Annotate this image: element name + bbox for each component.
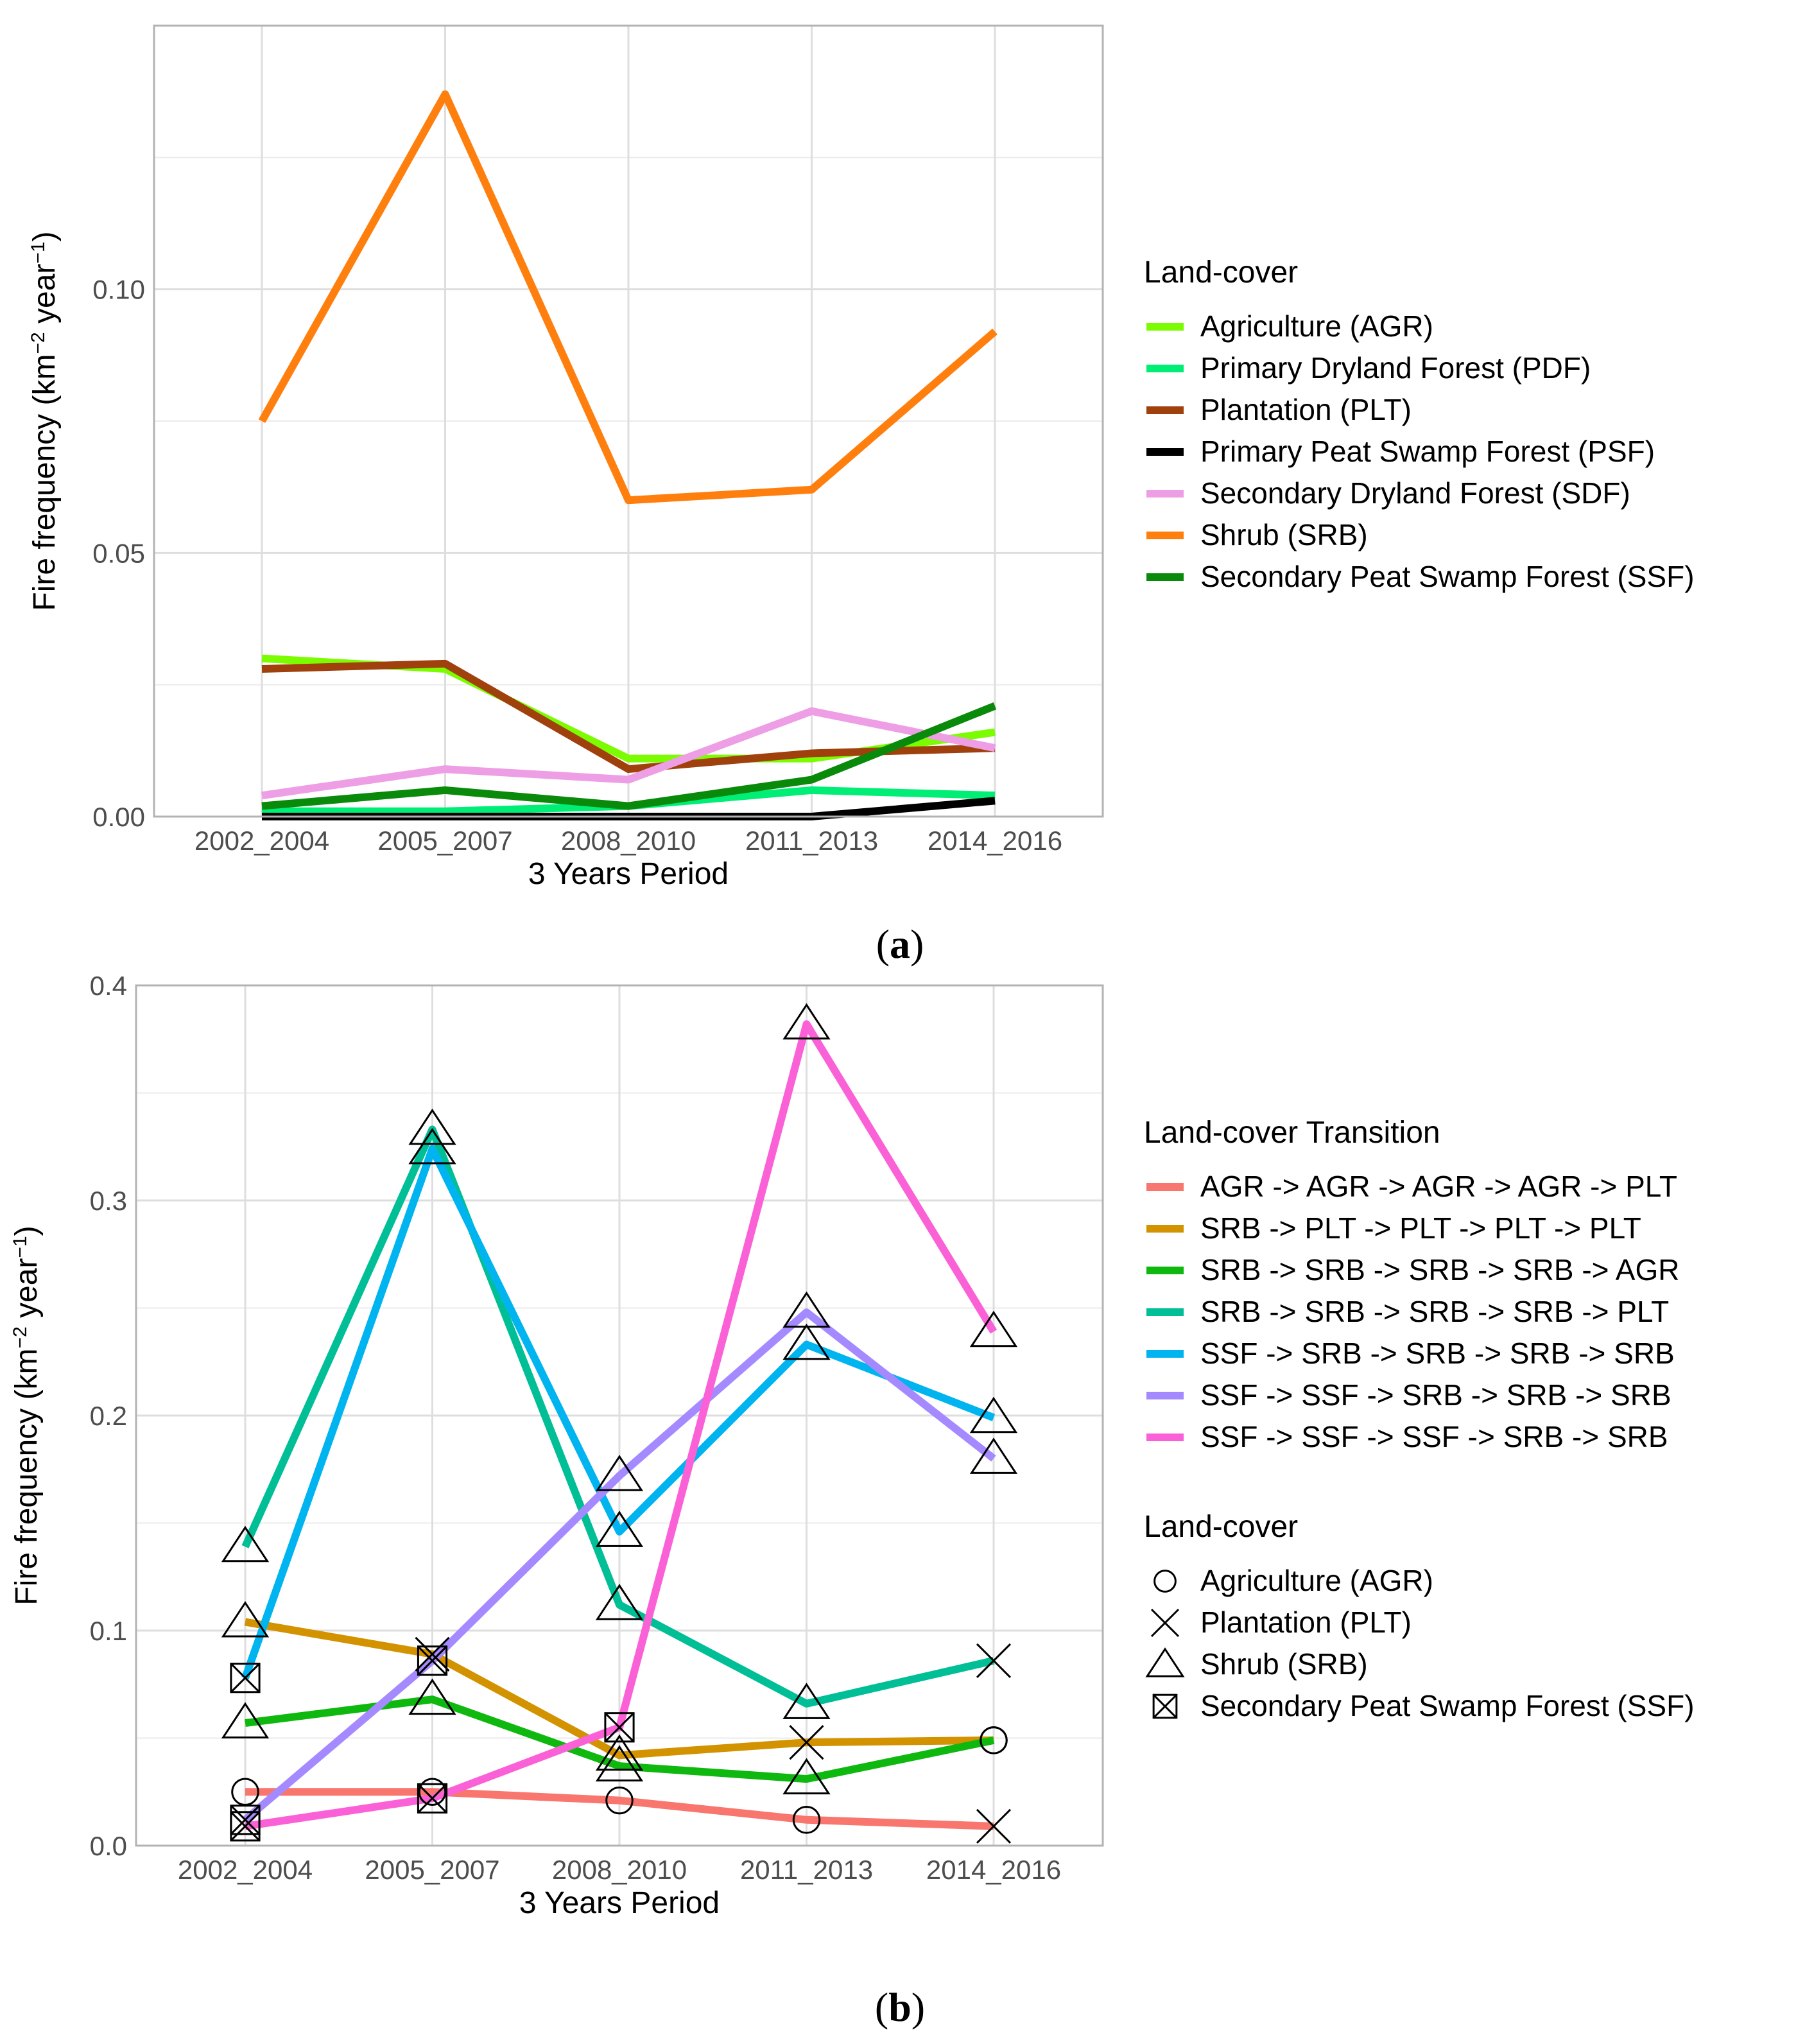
data-point [782, 1291, 831, 1328]
y-tick-label: 0.3 [90, 1186, 127, 1216]
data-point [980, 1726, 1008, 1754]
data-point [408, 1108, 456, 1145]
x-axis-title: 3 Years Period [528, 857, 729, 891]
legend-label: Agriculture (AGR) [1200, 309, 1433, 343]
data-point [595, 1584, 644, 1620]
legend-label: Primary Peat Swamp Forest (PSF) [1200, 435, 1655, 468]
legend-label: SSF -> SSF -> SSF -> SRB -> SRB [1200, 1420, 1668, 1453]
series-line [245, 1695, 995, 1783]
legend-label: Primary Dryland Forest (PDF) [1200, 351, 1591, 385]
data-point [605, 1786, 634, 1815]
x-tick-label: 2008_2010 [552, 1855, 687, 1885]
data-point [230, 1811, 261, 1842]
plot-border [153, 24, 1104, 818]
y-tick-label: 0.00 [92, 802, 145, 832]
y-tick-label: 0.05 [92, 538, 145, 568]
data-point [969, 1396, 1018, 1433]
data-point [418, 1778, 447, 1806]
series-line [241, 1125, 995, 1708]
legend-title: Land-cover Transition [1144, 1116, 1440, 1150]
legend: Land-cover Transition AGR -> AGR -> AGR -… [1144, 1116, 1679, 1453]
data-point [604, 1712, 635, 1743]
data-point [782, 1003, 831, 1040]
shape-legend-label: Shrub (SRB) [1200, 1647, 1368, 1681]
data-point [976, 1643, 1012, 1678]
legend-label: AGR -> AGR -> AGR -> AGR -> PLT [1200, 1170, 1677, 1203]
x-tick-label: 2008_2010 [561, 826, 696, 856]
panel-b-chart: 0.0 0.1 0.2 0.3 0.4 2002_2004 2005_2007 2008_20… [10, 971, 1695, 2030]
x-tick-label: 2014_2016 [926, 1855, 1061, 1885]
data-point [782, 1758, 831, 1795]
shape-legend-title: Land-cover [1144, 1510, 1298, 1544]
x-tick-label: 2005_2007 [365, 1855, 499, 1885]
y-tick-label: 0.4 [90, 971, 127, 1001]
legend-label: SRB -> PLT -> PLT -> PLT -> PLT [1200, 1211, 1641, 1245]
legend-shape-key [1153, 1570, 1177, 1593]
data-point [221, 1600, 270, 1638]
y-tick-label: 0.10 [92, 275, 145, 305]
data-point [415, 1636, 450, 1672]
panel-caption: (b) [875, 1984, 925, 2030]
legend-label: Shrub (SRB) [1200, 518, 1368, 551]
legend-shape-key [1150, 1608, 1180, 1638]
data-point [969, 1437, 1018, 1474]
series-line [244, 1618, 994, 1760]
data-point [230, 1663, 261, 1693]
y-tick-label: 0.1 [90, 1616, 127, 1646]
legend-label: SRB -> SRB -> SRB -> SRB -> PLT [1200, 1295, 1669, 1328]
y-axis-title: Fire frequency (km−2 year−1) [28, 231, 62, 611]
legend-label: SRB -> SRB -> SRB -> SRB -> AGR [1200, 1253, 1679, 1286]
data-point [976, 1808, 1012, 1844]
x-tick-label: 2002_2004 [178, 1855, 313, 1885]
legend-label: Plantation (PLT) [1200, 393, 1412, 426]
data-point [595, 1455, 644, 1491]
x-tick-label: 2011_2013 [745, 826, 878, 856]
panel-a-chart: 0.00 0.05 0.10 2002_2004 2005_2007 2008_2010 2… [28, 24, 1695, 967]
x-tick-label: 2002_2004 [194, 826, 329, 856]
legend-label: SSF -> SSF -> SRB -> SRB -> SRB [1200, 1378, 1671, 1412]
data-point [782, 1683, 831, 1719]
legend-label: Secondary Dryland Forest (SDF) [1200, 476, 1630, 510]
legend-shape-key [1145, 1647, 1185, 1677]
data-point [417, 1783, 448, 1814]
data-point [417, 1645, 448, 1676]
shape-legend-label: Plantation (PLT) [1200, 1606, 1412, 1639]
x-axis-title: 3 Years Period [519, 1886, 720, 1920]
x-tick-label: 2014_2016 [928, 826, 1062, 856]
data-point [221, 1525, 270, 1563]
legend-shape-key [1152, 1693, 1178, 1719]
series-line [241, 1145, 996, 1679]
data-point [595, 1745, 644, 1781]
y-axis-title: Fire frequency (km−2 year−1) [10, 1226, 44, 1605]
data-point [408, 1678, 456, 1715]
data-point [595, 1511, 644, 1547]
x-tick-label: 2011_2013 [740, 1855, 873, 1885]
series-line [243, 1308, 996, 1823]
panel-caption: (a) [876, 921, 924, 967]
series-line [258, 90, 998, 505]
legend: Land-cover Agriculture (AGR) Primary Dryla… [1144, 256, 1695, 593]
shape-legend: Land-cover Agriculture (AGR) Plantation (P… [1144, 1510, 1695, 1722]
legend-label: SSF -> SRB -> SRB -> SRB -> SRB [1200, 1337, 1675, 1370]
x-tick-label: 2005_2007 [377, 826, 512, 856]
series-line [261, 707, 996, 800]
y-tick-label: 0.2 [90, 1401, 127, 1431]
data-point [221, 1702, 270, 1738]
data-point [782, 1323, 831, 1360]
series-line [261, 702, 997, 810]
legend-label: Secondary Peat Swamp Forest (SSF) [1200, 560, 1695, 593]
shape-legend-label: Agriculture (AGR) [1200, 1564, 1433, 1597]
shape-legend-label: Secondary Peat Swamp Forest (SSF) [1200, 1689, 1695, 1722]
plot-border [135, 984, 1104, 1847]
data-point [792, 1806, 821, 1834]
data-point [408, 1127, 456, 1165]
series-line [245, 1788, 994, 1830]
legend-title: Land-cover [1144, 256, 1298, 290]
y-tick-label: 0.0 [90, 1831, 127, 1861]
data-point [595, 1734, 644, 1771]
data-point [789, 1725, 824, 1760]
data-point [969, 1310, 1018, 1347]
